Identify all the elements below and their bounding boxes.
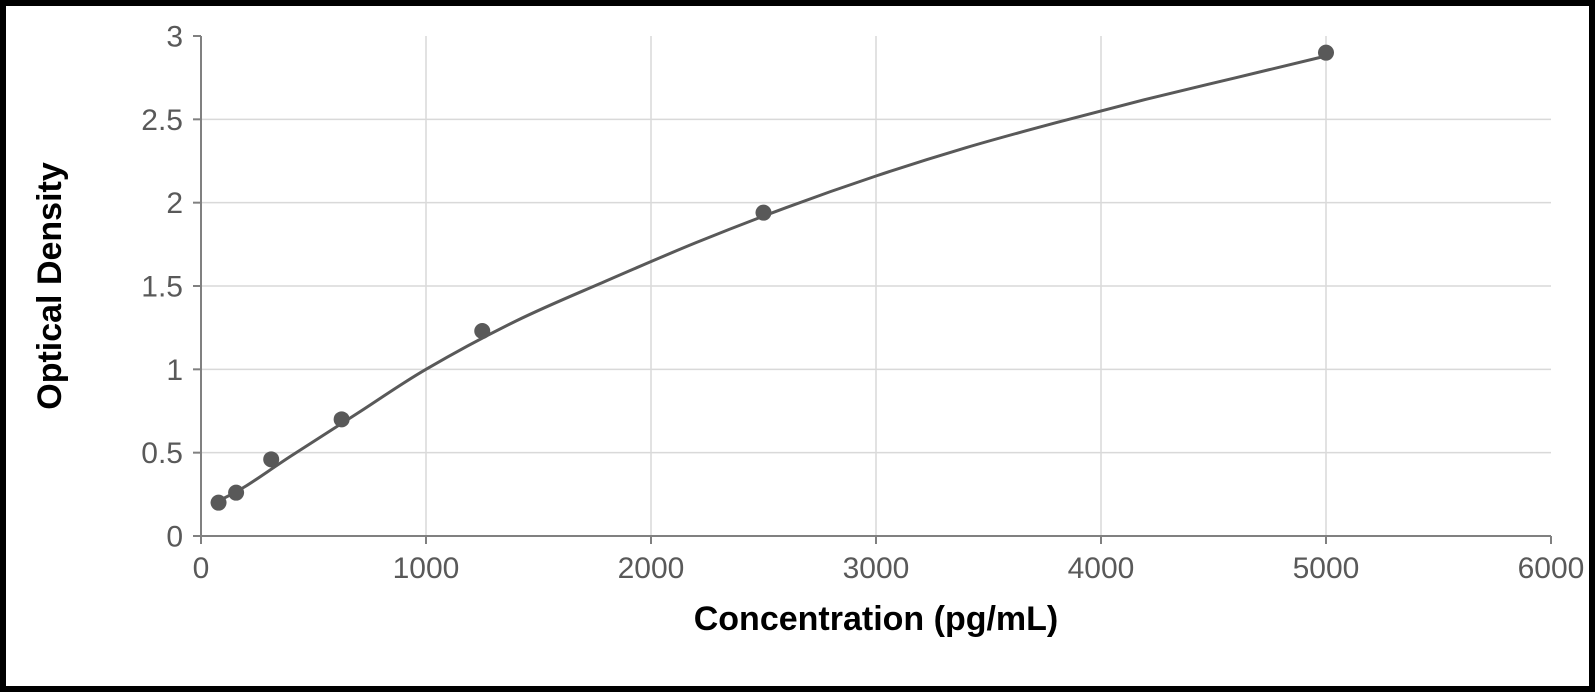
y-tick-label: 0: [166, 521, 183, 554]
data-point: [474, 323, 490, 339]
x-tick-label: 6000: [1518, 552, 1585, 585]
data-point: [756, 205, 772, 221]
x-tick-label: 4000: [1068, 552, 1135, 585]
x-tick-label: 5000: [1293, 552, 1360, 585]
y-tick-label: 1: [166, 354, 183, 387]
y-tick-label: 2: [166, 187, 183, 220]
y-axis-label: Optical Density: [31, 162, 69, 410]
x-tick-label: 0: [193, 552, 210, 585]
data-point: [263, 451, 279, 467]
y-tick-label: 1.5: [141, 271, 183, 304]
x-axis-label: Concentration (pg/mL): [694, 600, 1059, 638]
chart-svg: 0 1000 2000 3000 4000 5000 6000 0 0.5 1 1.5 2 2.5 3 Co…: [6, 6, 1589, 686]
x-tick-label: 2000: [618, 552, 685, 585]
chart-container: 0 1000 2000 3000 4000 5000 6000 0 0.5 1 1.5 2 2.5 3 Co…: [6, 6, 1589, 686]
chart-frame: 0 1000 2000 3000 4000 5000 6000 0 0.5 1 1.5 2 2.5 3 Co…: [0, 0, 1595, 692]
data-point: [334, 411, 350, 427]
y-tick-label: 0.5: [141, 437, 183, 470]
x-tick-label: 1000: [393, 552, 460, 585]
y-tick-label: 3: [166, 21, 183, 54]
y-tick-label: 2.5: [141, 104, 183, 137]
data-point: [1318, 45, 1334, 61]
x-tick-label: 3000: [843, 552, 910, 585]
data-point: [211, 495, 227, 511]
data-point: [228, 485, 244, 501]
